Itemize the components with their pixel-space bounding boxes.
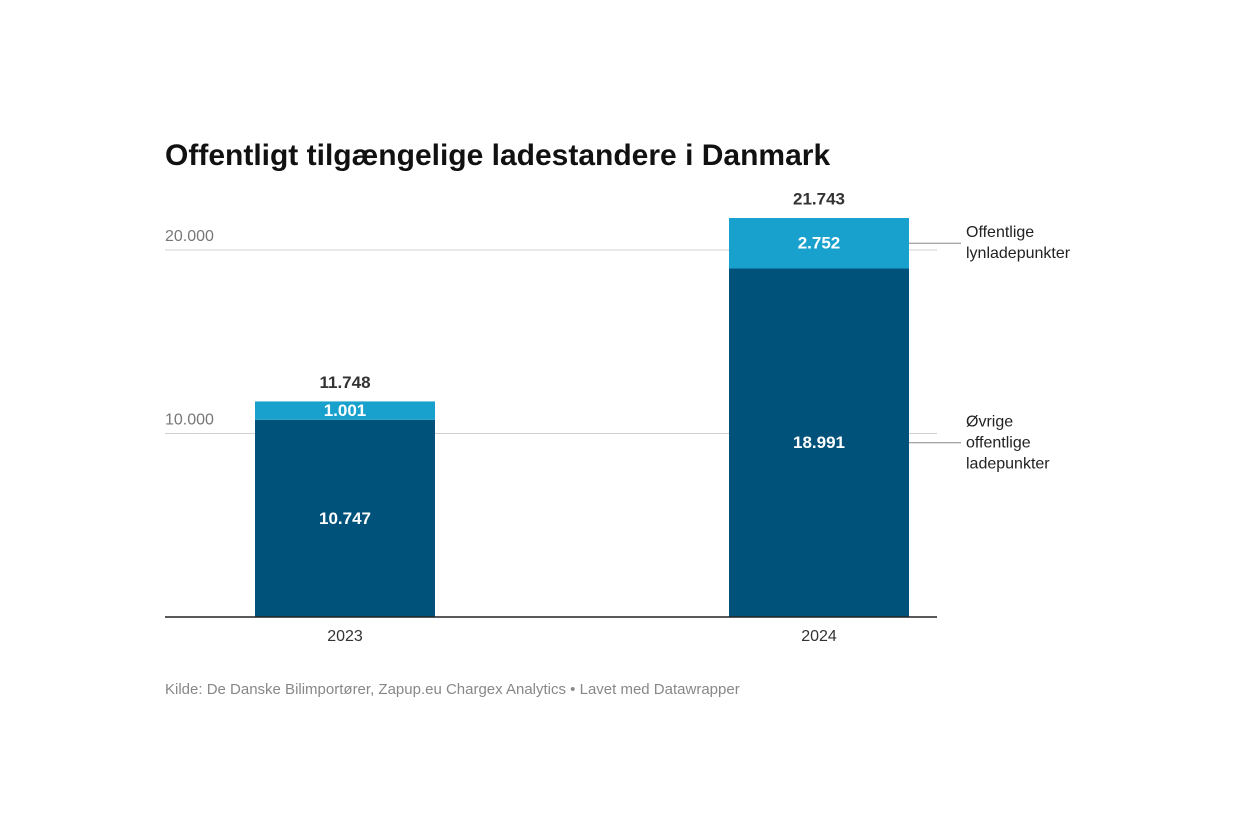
value-label: 1.001 [324, 401, 367, 420]
value-label: 18.991 [793, 433, 845, 452]
legend-label: Offentlige lynladepunkter [966, 224, 1071, 263]
x-tick-label: 2023 [327, 628, 363, 645]
bar-segment [255, 419, 435, 617]
bar-segment [729, 218, 909, 269]
value-label: 10.747 [319, 509, 371, 528]
source-note: Kilde: De Danske Bilimportører, Zapup.eu… [165, 681, 740, 698]
total-label: 11.748 [319, 373, 370, 392]
chart-title: Offentligt tilgængelige ladestandere i D… [165, 139, 830, 172]
legend-label: Øvrige offentlige ladepunkter [966, 413, 1050, 473]
value-label: 2.752 [798, 234, 841, 253]
y-tick-label: 10.000 [165, 412, 214, 429]
bar-segment [255, 401, 435, 420]
x-tick-label: 2024 [801, 628, 837, 645]
bar-segment [729, 268, 909, 617]
total-label: 21.743 [793, 190, 845, 209]
y-tick-label: 20.000 [165, 228, 214, 245]
